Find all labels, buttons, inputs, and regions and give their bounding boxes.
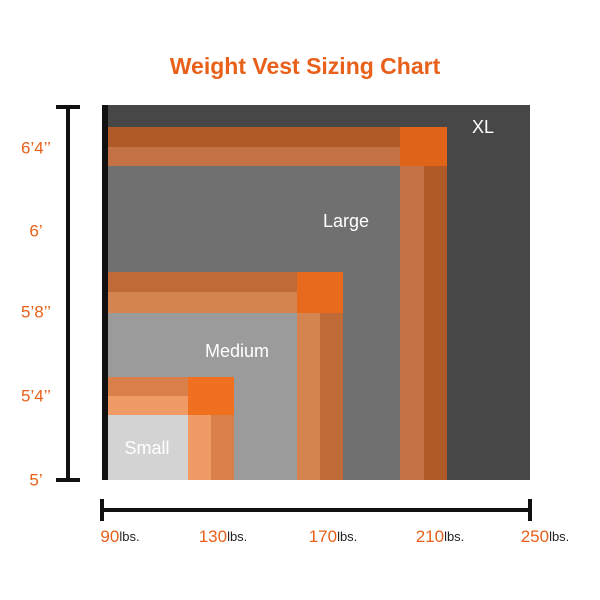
x-label-value: 90	[100, 527, 119, 546]
band	[320, 313, 343, 480]
band	[102, 377, 188, 396]
band	[424, 166, 447, 480]
x-label-unit: lbs.	[444, 529, 464, 544]
x-label-unit: lbs.	[119, 529, 139, 544]
size-label: Medium	[205, 341, 269, 361]
y-label: 6’	[29, 221, 42, 240]
band	[102, 272, 297, 292]
band	[102, 292, 297, 313]
size-label: Small	[124, 438, 169, 458]
corner	[400, 127, 447, 166]
x-label-value: 210	[416, 527, 444, 546]
x-labels: 90lbs. 130lbs. 170lbs. 210lbs. 250lbs.	[100, 527, 569, 546]
band	[211, 415, 234, 480]
frame-edge	[102, 105, 108, 480]
y-label: 5’	[29, 470, 42, 489]
title: Weight Vest Sizing Chart	[170, 53, 441, 79]
small-region	[102, 415, 188, 480]
x-label-unit: lbs.	[227, 529, 247, 544]
x-label-value: 170	[309, 527, 337, 546]
corner	[297, 272, 343, 313]
size-label: Large	[323, 211, 369, 231]
y-label: 5’8’’	[21, 302, 51, 321]
y-label: 6’4’’	[21, 138, 51, 157]
x-label-value: 130	[199, 527, 227, 546]
band	[102, 127, 400, 147]
band	[102, 396, 188, 415]
x-label-value: 250	[521, 527, 549, 546]
x-label-unit: lbs.	[549, 529, 569, 544]
x-label-unit: lbs.	[337, 529, 357, 544]
x-label: 210lbs.	[416, 527, 465, 546]
x-label: 90lbs.	[100, 527, 139, 546]
y-label: 5’4’’	[21, 386, 51, 405]
x-label: 250lbs.	[521, 527, 570, 546]
corner	[188, 377, 234, 415]
x-label: 130lbs.	[199, 527, 248, 546]
band	[188, 415, 211, 480]
band	[400, 166, 424, 480]
x-label: 170lbs.	[309, 527, 358, 546]
band	[102, 147, 400, 166]
size-label: XL	[472, 117, 494, 137]
band	[297, 313, 320, 480]
